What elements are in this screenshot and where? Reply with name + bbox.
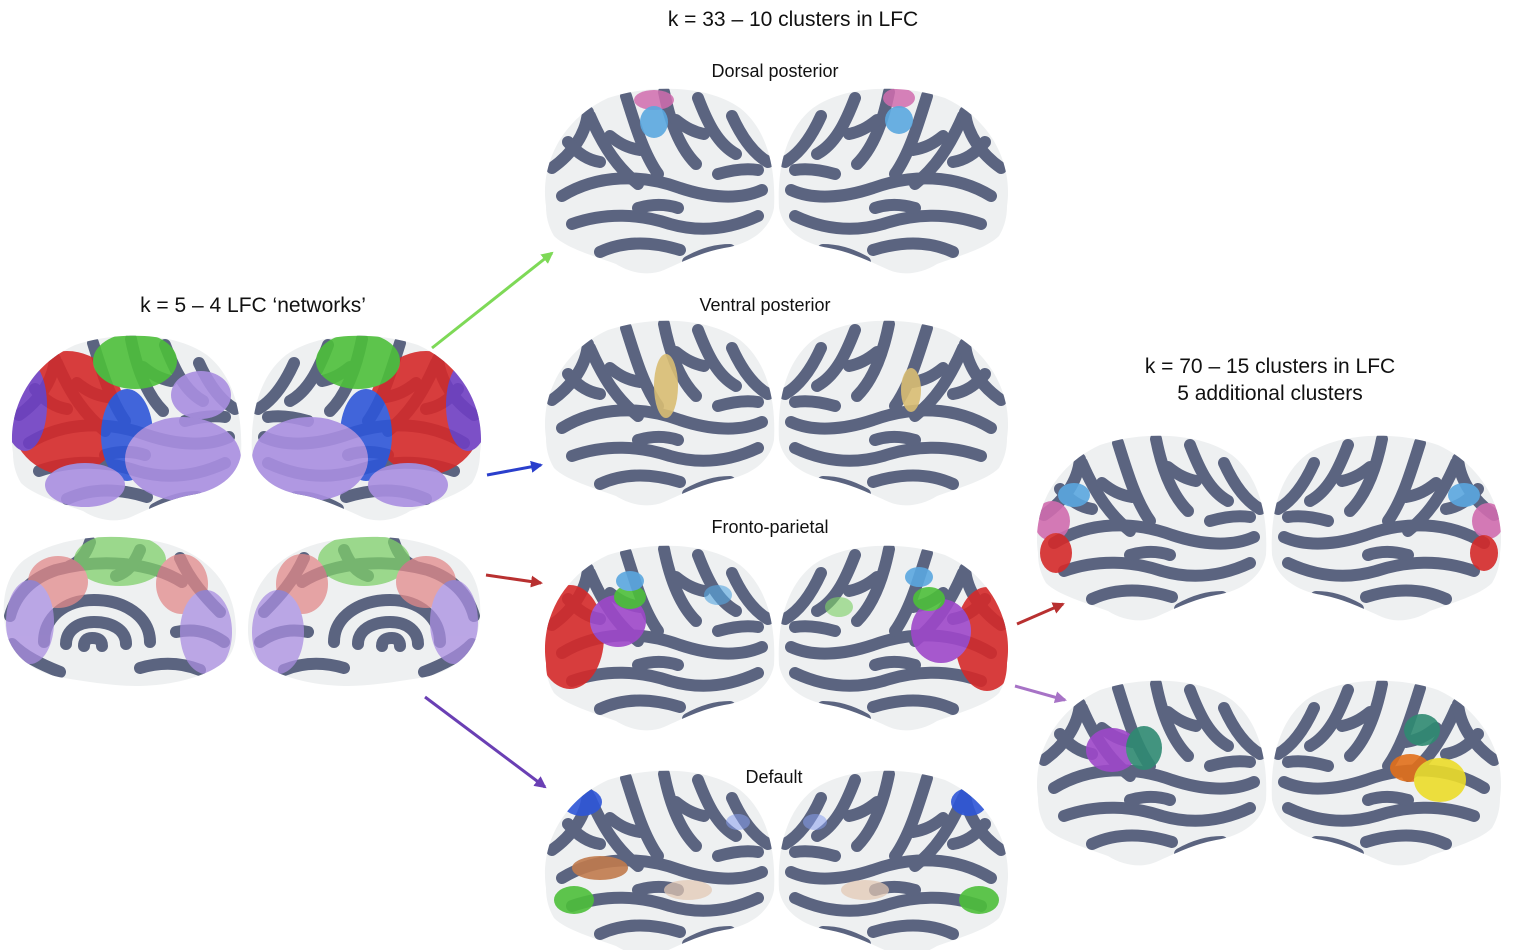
panel-label-default: Default (745, 767, 803, 787)
brain-k70-top-right (1271, 435, 1502, 621)
right-title-line2: 5 additional clusters (1177, 382, 1363, 405)
brain-default-left (544, 770, 775, 950)
panel-label-fronto: Fronto-parietal (711, 517, 829, 537)
brain-k5-lateral-left (11, 335, 242, 521)
left-title: k = 5 – 4 LFC ‘networks’ (140, 294, 366, 317)
brain-k70-top-left (1036, 435, 1267, 621)
brain-fronto-right (778, 545, 1009, 731)
arrow-to-ventral (486, 460, 543, 477)
brain-default-right (778, 770, 1009, 950)
brain-k5-medial-left (3, 536, 236, 686)
panel-label-ventral: Ventral posterior (699, 295, 831, 315)
brain-k70-bottom-right (1271, 680, 1502, 866)
arrow-fronto-to-k70-top (1016, 602, 1065, 626)
brain-ventral-right (778, 320, 1009, 506)
arrow-to-default (424, 695, 547, 789)
arrow-to-dorsal (431, 251, 554, 350)
panel-label-dorsal: Dorsal posterior (711, 61, 839, 81)
brain-ventral-left (544, 320, 775, 506)
brain-k70-bottom-left (1036, 680, 1267, 866)
right-title-line1: k = 70 – 15 clusters in LFC (1144, 355, 1396, 378)
brain-dorsal-right (778, 88, 1009, 274)
brain-fronto-left (544, 545, 775, 731)
arrow-fronto-to-k70-bottom (1014, 684, 1067, 704)
brain-k5-lateral-right (251, 335, 482, 521)
brain-k5-medial-right (248, 536, 481, 686)
arrow-to-fronto (485, 573, 543, 588)
brain-dorsal-left (544, 88, 775, 274)
center-title: k = 33 – 10 clusters in LFC (667, 8, 919, 31)
